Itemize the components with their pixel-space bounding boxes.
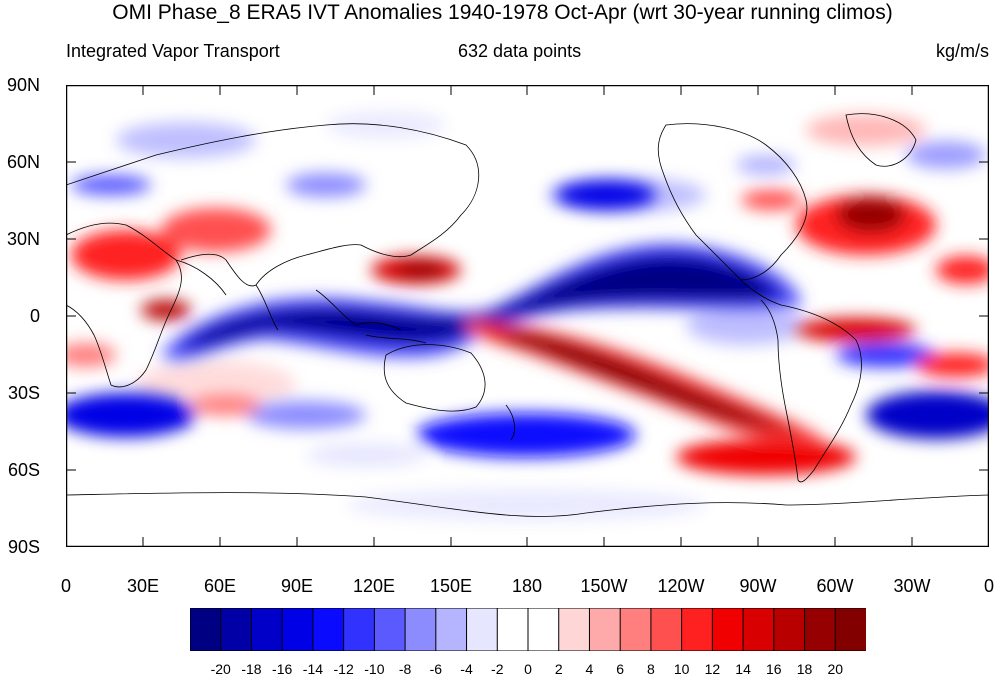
lon-label-180: 180 <box>511 576 543 596</box>
colorbar-tick-label: 2 <box>554 661 563 677</box>
colorbar-tick-label: 8 <box>647 661 655 677</box>
lon-label-30w: 30W <box>893 576 931 596</box>
center-subtitle: 632 data points <box>458 41 582 61</box>
colorbar-tick-label: 16 <box>766 661 782 677</box>
colorbar-swatch <box>373 608 407 651</box>
colorbar-swatch <box>312 608 345 651</box>
colorbar-swatch <box>250 608 284 651</box>
lon-label-120e: 120E <box>352 576 396 596</box>
lon-label-120w: 120W <box>657 576 705 596</box>
lat-label-30n: 30N <box>6 229 40 249</box>
colorbar-swatch <box>588 608 622 651</box>
colorbar-swatch <box>681 608 714 651</box>
lon-label-30e: 30E <box>126 576 160 596</box>
colorbar-swatch <box>190 608 222 651</box>
colorbar-tick-label: -10 <box>364 661 385 677</box>
lon-label-60e: 60E <box>203 576 237 596</box>
units-label: kg/m/s <box>935 41 989 61</box>
colorbar-swatch <box>804 608 837 651</box>
lat-label-equator: 0 <box>29 306 40 326</box>
lat-label-60s: 60S <box>7 460 40 480</box>
lon-label-0-east: 0 <box>983 576 995 596</box>
colorbar-tick-label: 18 <box>796 661 813 677</box>
lon-label-90w: 90W <box>739 576 777 596</box>
colorbar-swatch <box>834 608 866 651</box>
colorbar-tick-label: 12 <box>704 661 721 677</box>
coastlines <box>66 113 989 517</box>
colorbar-tick-label: -16 <box>272 661 293 677</box>
colorbar-swatch <box>558 608 591 651</box>
colorbar-swatch <box>220 608 253 651</box>
colorbar-tick-label: -12 <box>333 661 354 677</box>
lat-label-90s: 90S <box>7 537 40 557</box>
lon-label-150w: 150W <box>580 576 628 596</box>
lat-label-60n: 60N <box>6 152 40 172</box>
colorbar-tick-label: -6 <box>429 661 443 677</box>
colorbar-tick-label: -18 <box>241 661 262 677</box>
colorbar-swatch <box>619 608 652 651</box>
colorbar-swatch <box>466 608 499 651</box>
colorbar-swatch <box>435 608 468 651</box>
colorbar-tick-label: -8 <box>398 661 412 677</box>
map-panel <box>66 85 989 547</box>
colorbar-swatch <box>343 608 376 651</box>
colorbar-tick-label: 20 <box>827 661 844 677</box>
colorbar-tick-label: 6 <box>616 661 625 677</box>
colorbar-tick-label: 10 <box>673 661 690 677</box>
left-subtitle: Integrated Vapor Transport <box>66 41 280 61</box>
lon-label-150e: 150E <box>429 576 473 596</box>
colorbar-swatch <box>773 608 806 651</box>
colorbar-tick-label: -14 <box>302 661 324 677</box>
colorbar-tick-label: -4 <box>460 661 473 677</box>
colorbar-tick-label: -2 <box>491 661 504 677</box>
colorbar-swatch <box>650 608 683 651</box>
lon-label-90e: 90E <box>280 576 314 596</box>
colorbar <box>190 608 866 651</box>
lon-label-0: 0 <box>60 576 72 596</box>
colorbar-tick-label: -20 <box>210 661 231 677</box>
lat-label-30s: 30S <box>7 383 40 403</box>
colorbar-tick-label: 4 <box>585 661 594 677</box>
colorbar-swatch <box>742 608 775 651</box>
colorbar-tick-label: 14 <box>735 661 751 677</box>
colorbar-tick-label: 0 <box>524 661 532 677</box>
colorbar-swatch <box>281 608 314 651</box>
colorbar-swatch <box>404 608 437 651</box>
colorbar-swatch <box>496 608 529 651</box>
colorbar-swatch <box>711 608 745 651</box>
anomaly-map <box>66 85 989 547</box>
plot-title: OMI Phase_8 ERA5 IVT Anomalies 1940-1978… <box>112 1 893 24</box>
lon-label-60w: 60W <box>816 576 854 596</box>
lat-label-90n: 90N <box>6 75 40 95</box>
colorbar-swatch <box>527 608 560 651</box>
